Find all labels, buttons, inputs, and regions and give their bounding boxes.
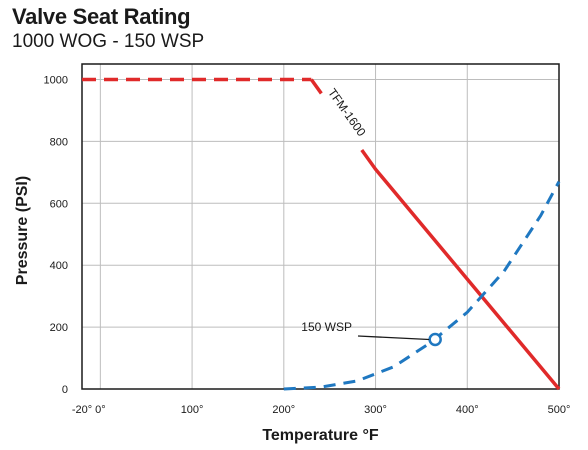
x-tick-label: 300° xyxy=(364,404,387,416)
x-tick-labels: -20° 0° 100° 200° 300° 400° 500° xyxy=(72,404,571,416)
chart-title: Valve Seat Rating xyxy=(12,4,191,29)
y-tick-label: 800 xyxy=(50,136,68,148)
wsp-150-label: 150 WSP xyxy=(301,320,352,334)
y-tick-label: 1000 xyxy=(44,74,68,86)
x-tick-label: 0° xyxy=(95,404,106,416)
wsp-150-marker xyxy=(428,332,442,347)
tfm-1600-label: TFM-1600 xyxy=(325,86,369,139)
y-tick-label: 400 xyxy=(50,260,68,272)
y-tick-label: 200 xyxy=(50,322,68,334)
wsp-150-dashed-curve xyxy=(283,180,561,391)
y-axis-label: Pressure (PSI) xyxy=(14,176,31,285)
x-tick-label: 400° xyxy=(456,404,479,416)
x-axis-label: Temperature °F xyxy=(262,427,379,444)
y-tick-labels: 0 200 400 600 800 1000 xyxy=(44,74,68,396)
y-tick-label: 600 xyxy=(50,198,68,210)
x-tick-label: -20° xyxy=(72,404,92,416)
chart-subtitle: 1000 WOG - 150 WSP xyxy=(12,31,205,52)
grid-lines xyxy=(82,64,559,389)
plot-frame xyxy=(81,63,560,390)
series-group xyxy=(82,77,561,391)
wsp-150-leader-line xyxy=(357,335,430,341)
x-tick-label: 500° xyxy=(548,404,571,416)
x-tick-label: 200° xyxy=(272,404,295,416)
x-tick-label: 100° xyxy=(181,404,204,416)
tfm-1600-corner-segment xyxy=(309,78,323,95)
y-tick-label: 0 xyxy=(62,384,68,396)
tfm-1600-solid-line xyxy=(360,148,561,391)
